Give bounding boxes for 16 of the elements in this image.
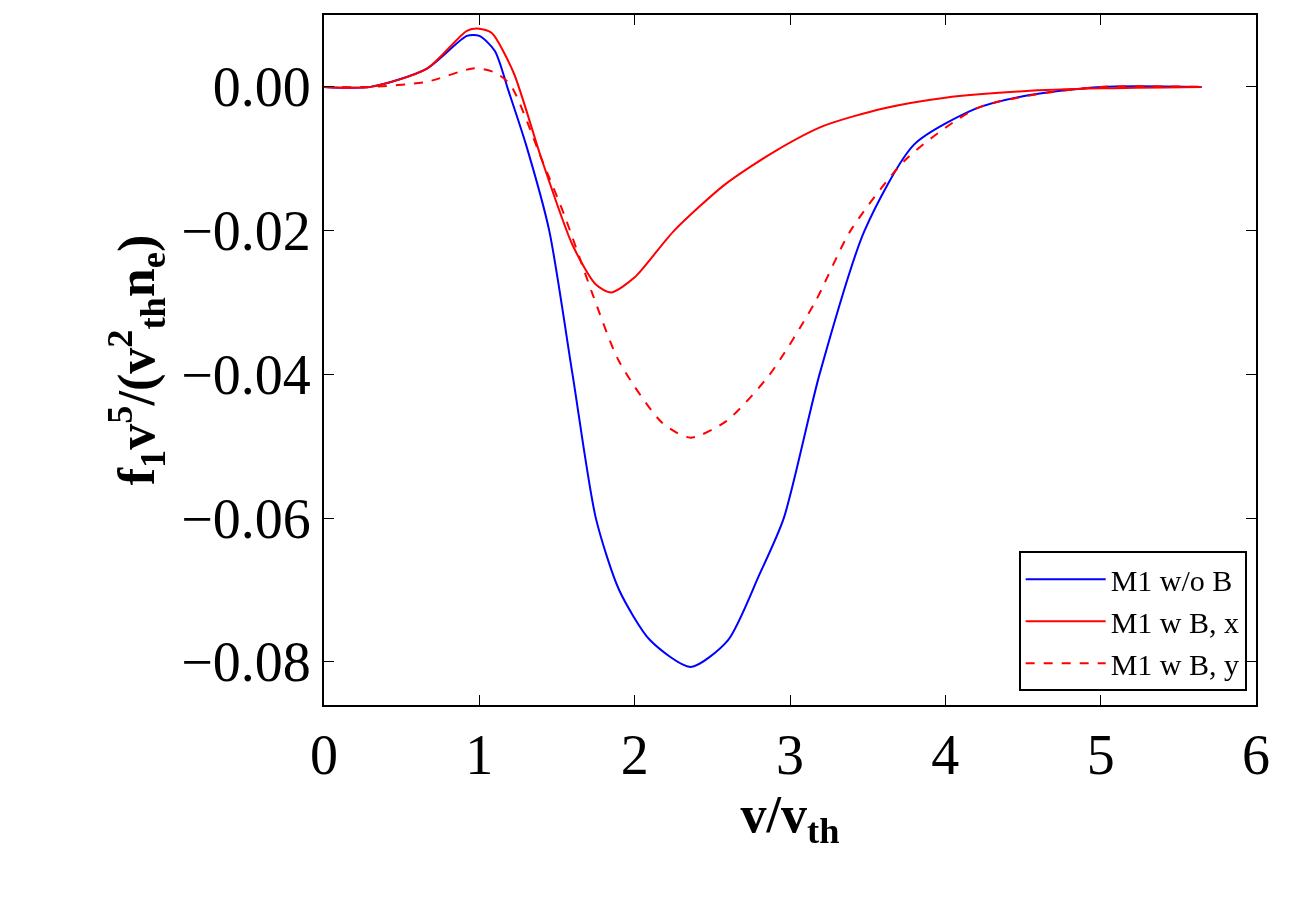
x-tick-label: 0 <box>310 724 338 787</box>
y-tick-label: −0.08 <box>181 631 311 694</box>
y-tick-label: −0.04 <box>181 343 311 406</box>
y-tick-label: −0.02 <box>181 200 311 263</box>
x-tick-label: 1 <box>465 724 494 787</box>
legend-label: M1 w/o B <box>1110 563 1233 597</box>
x-axis-title: v/v$_{th}$ <box>740 786 840 852</box>
legend-label: M1 w B, y <box>1110 647 1240 681</box>
x-tick-label: 2 <box>620 724 649 787</box>
x-tick-label: 6 <box>1242 724 1270 787</box>
legend-label: M1 w B, x <box>1110 605 1240 639</box>
x-tick-label: 3 <box>776 724 804 787</box>
x-tick-label: 4 <box>931 724 960 787</box>
y-tick-label: 0.00 <box>212 56 311 119</box>
y-tick-label: −0.06 <box>181 487 311 550</box>
x-tick-label: 5 <box>1086 724 1115 787</box>
